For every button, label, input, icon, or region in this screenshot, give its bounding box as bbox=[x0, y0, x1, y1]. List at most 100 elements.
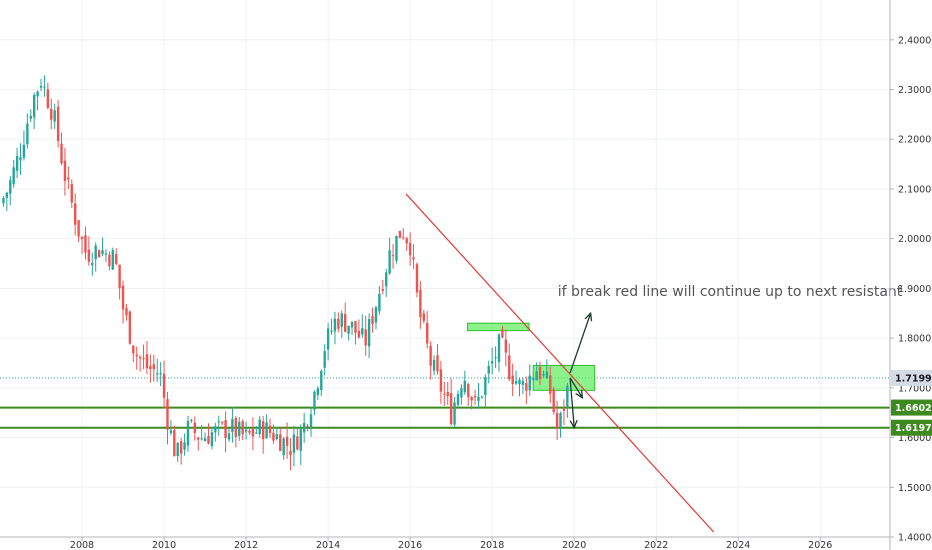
candle-body bbox=[449, 393, 453, 425]
support-price-label-bg bbox=[891, 419, 932, 436]
candle-body bbox=[371, 316, 374, 324]
candle-body bbox=[446, 392, 449, 397]
candle-body bbox=[531, 378, 535, 380]
candle-body bbox=[197, 437, 200, 440]
candle-body bbox=[210, 432, 214, 446]
candle-body bbox=[467, 384, 470, 398]
candle-body bbox=[255, 432, 258, 434]
candle-body bbox=[480, 396, 484, 398]
price-axis[interactable]: 2.40000 2.30000 2.20000 2.10000 2.00000 1.900… bbox=[890, 35, 932, 544]
trendline bbox=[405, 193, 715, 533]
candle-body bbox=[432, 360, 436, 371]
candle-body bbox=[231, 418, 234, 433]
candle-body bbox=[330, 330, 333, 332]
candle-body bbox=[528, 375, 531, 391]
candle-body bbox=[166, 399, 169, 430]
support-levels bbox=[0, 377, 890, 429]
candle-body bbox=[145, 354, 149, 369]
candle-body bbox=[415, 264, 419, 293]
candle-body bbox=[108, 254, 111, 267]
candle-body bbox=[272, 432, 275, 441]
candle-body bbox=[70, 184, 73, 203]
annotation-text: if break red line will continue up to ne… bbox=[558, 284, 903, 300]
current-price-label-bg bbox=[891, 369, 932, 386]
price-tick-label: 1.60000 bbox=[898, 433, 932, 444]
price-tick-label: 2.20000 bbox=[898, 135, 932, 146]
candle-body bbox=[32, 94, 36, 118]
candle-body bbox=[333, 318, 337, 332]
candle-body bbox=[193, 422, 197, 433]
candle-body bbox=[436, 355, 439, 372]
candle-body bbox=[94, 245, 97, 260]
candle-body bbox=[514, 380, 518, 384]
candle-body bbox=[203, 438, 207, 442]
candle-body bbox=[200, 438, 203, 440]
candle-body bbox=[142, 358, 145, 360]
candle-body bbox=[80, 237, 84, 240]
candle-body bbox=[538, 366, 542, 380]
arrow-shaft bbox=[569, 377, 575, 428]
candle-body bbox=[405, 238, 408, 244]
candle-body bbox=[473, 395, 477, 398]
candle-body bbox=[285, 436, 289, 446]
candle-body bbox=[12, 167, 15, 185]
arrow-shaft bbox=[569, 313, 592, 374]
candle-body bbox=[453, 402, 456, 425]
candle-body bbox=[251, 428, 255, 437]
candle-body bbox=[347, 325, 350, 334]
candle-body bbox=[374, 307, 378, 323]
candle-body bbox=[443, 393, 446, 395]
candle-body bbox=[128, 311, 132, 344]
candle-body bbox=[104, 253, 108, 255]
time-tick-label: 2008 bbox=[70, 540, 94, 550]
candle-body bbox=[408, 242, 412, 256]
candle-body bbox=[125, 308, 128, 316]
candle-body bbox=[56, 106, 60, 142]
candle-body bbox=[497, 334, 501, 363]
candle-body bbox=[344, 313, 347, 332]
candle-body bbox=[426, 322, 429, 344]
candle-body bbox=[73, 203, 77, 225]
candle-body bbox=[179, 441, 183, 454]
candle-body bbox=[289, 450, 292, 456]
candle-body bbox=[419, 289, 422, 318]
candle-body bbox=[566, 385, 569, 407]
candle-body bbox=[501, 329, 504, 338]
price-tick-label: 1.40000 bbox=[898, 533, 932, 544]
candle-body bbox=[63, 160, 67, 182]
candle-body bbox=[562, 408, 566, 411]
candle-body bbox=[354, 321, 357, 333]
candle-body bbox=[22, 144, 26, 158]
candle-body bbox=[26, 123, 29, 145]
candle-body bbox=[350, 321, 354, 328]
price-tick-label: 2.30000 bbox=[898, 85, 932, 96]
candle-body bbox=[132, 345, 135, 354]
candle-body bbox=[313, 391, 316, 410]
candle-body bbox=[121, 285, 125, 310]
candle-body bbox=[463, 380, 467, 393]
candle-body bbox=[456, 394, 460, 405]
time-tick-label: 2014 bbox=[316, 540, 340, 550]
resistance-zones bbox=[467, 322, 596, 391]
candle-body bbox=[511, 375, 514, 385]
candle-body bbox=[525, 383, 528, 391]
candle-body bbox=[508, 355, 511, 380]
candle-body bbox=[238, 421, 241, 436]
candle-body bbox=[169, 430, 173, 434]
candle-body bbox=[224, 420, 227, 438]
candles bbox=[2, 75, 569, 471]
candle-body bbox=[323, 351, 326, 368]
arrow-shaft bbox=[569, 377, 583, 399]
candle-body bbox=[490, 361, 494, 364]
time-axis[interactable]: 2008 2010 2012 2014 2016 2018 2020 2022 2024 2026 bbox=[0, 536, 890, 550]
price-tick-label: 2.10000 bbox=[898, 184, 932, 195]
candle-body bbox=[190, 420, 193, 422]
candle-body bbox=[316, 388, 320, 396]
candle-body bbox=[477, 396, 480, 401]
candle-body bbox=[361, 328, 364, 335]
candle-body bbox=[535, 371, 538, 381]
arrow-head bbox=[575, 389, 584, 400]
candle-body bbox=[367, 319, 371, 347]
price-tick-label: 1.70000 bbox=[898, 383, 932, 394]
